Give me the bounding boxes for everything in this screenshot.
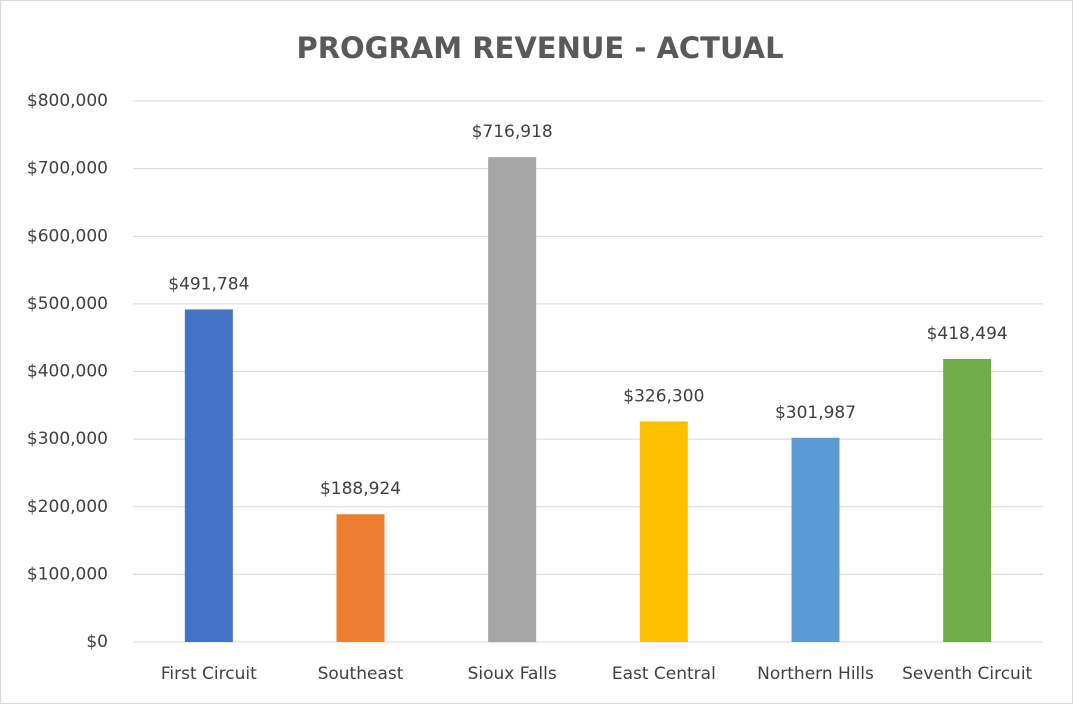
bar	[791, 437, 840, 642]
data-label: $301,987	[775, 403, 856, 423]
chart-title: PROGRAM REVENUE - ACTUAL	[296, 31, 783, 65]
y-tick-label: $400,000	[27, 362, 108, 382]
x-tick-label: Sioux Falls	[468, 664, 557, 684]
x-tick-label: First Circuit	[161, 664, 257, 684]
y-tick-label: $800,000	[27, 91, 108, 111]
bar	[943, 358, 992, 642]
y-tick-label: $700,000	[27, 159, 108, 179]
data-label: $491,784	[168, 274, 249, 294]
y-tick-label: $200,000	[27, 497, 108, 517]
x-tick-label: Southeast	[318, 664, 404, 684]
bar	[336, 514, 385, 642]
y-tick-label: $100,000	[27, 564, 108, 584]
bar	[639, 421, 688, 642]
data-label: $188,924	[320, 479, 401, 499]
y-tick-label: $300,000	[27, 429, 108, 449]
bar	[488, 157, 537, 642]
x-tick-label: East Central	[612, 664, 716, 684]
bar	[184, 309, 233, 642]
data-label: $716,918	[472, 122, 553, 142]
y-tick-label: $500,000	[27, 294, 108, 314]
data-label: $418,494	[927, 324, 1008, 344]
x-tick-label: Northern Hills	[757, 664, 874, 684]
y-tick-label: $600,000	[27, 226, 108, 246]
data-label: $326,300	[623, 386, 704, 406]
x-tick-label: Seventh Circuit	[902, 664, 1032, 684]
y-tick-label: $0	[86, 632, 108, 652]
